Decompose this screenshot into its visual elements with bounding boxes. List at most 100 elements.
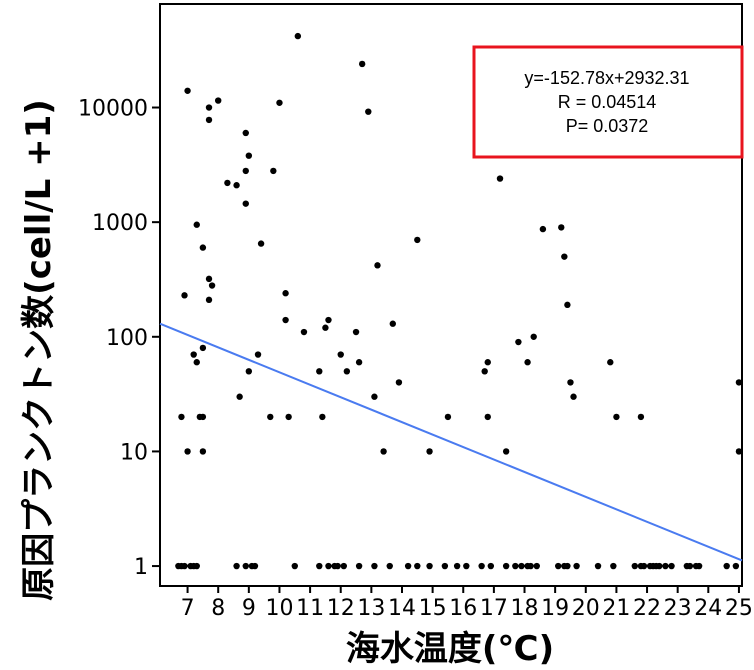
data-point: [558, 224, 565, 231]
data-point: [199, 448, 207, 455]
x-tick-label: 21: [602, 596, 630, 621]
data-point: [340, 562, 347, 570]
regression-r-value: R = 0.04514: [558, 92, 657, 112]
data-point: [208, 282, 216, 289]
data-point: [668, 562, 675, 570]
data-point: [193, 359, 200, 366]
data-point: [267, 413, 274, 421]
y-tick-label: 1: [134, 555, 148, 580]
data-point: [294, 32, 302, 40]
data-point: [386, 562, 393, 570]
data-point: [242, 562, 249, 570]
x-tick-label: 20: [572, 596, 600, 621]
data-point: [481, 368, 488, 375]
data-point: [245, 368, 253, 375]
data-point: [365, 108, 372, 115]
data-point: [371, 393, 378, 400]
data-point: [215, 97, 222, 104]
data-point: [199, 244, 207, 251]
x-tick-label: 19: [541, 596, 569, 621]
data-point: [441, 562, 449, 570]
data-point: [389, 320, 396, 327]
data-point: [735, 448, 743, 455]
data-point: [199, 344, 207, 352]
data-point: [414, 236, 421, 244]
x-tick-label: 17: [480, 596, 508, 621]
y-axis-title: 原因プランクトン数(cell/L +1): [19, 99, 59, 601]
data-point: [695, 562, 703, 570]
data-point: [193, 221, 200, 228]
data-point: [484, 359, 491, 366]
data-point: [254, 351, 262, 358]
data-point: [656, 562, 663, 570]
data-point: [282, 290, 289, 297]
data-point: [325, 562, 332, 570]
data-point: [316, 562, 323, 570]
x-tick-label: 10: [265, 596, 293, 621]
data-point: [358, 60, 366, 68]
data-point: [414, 562, 421, 570]
y-tick-label: 10: [120, 440, 148, 465]
data-point: [352, 328, 360, 336]
plot-frame: [159, 3, 743, 587]
data-point: [178, 413, 185, 421]
data-point: [205, 296, 213, 304]
x-tick-label: 7: [181, 596, 195, 621]
x-tick-label: 11: [296, 596, 324, 621]
data-point: [478, 562, 485, 570]
x-tick-label: 16: [449, 596, 477, 621]
data-point: [637, 413, 645, 421]
data-point: [233, 182, 240, 189]
data-point: [515, 338, 522, 346]
data-point: [355, 359, 363, 366]
data-point: [453, 562, 461, 570]
data-point: [530, 333, 537, 340]
data-point: [640, 562, 648, 570]
data-point: [444, 413, 452, 421]
data-point: [496, 175, 504, 182]
data-point: [395, 379, 403, 386]
data-point: [337, 351, 344, 358]
data-point: [607, 359, 614, 366]
data-point: [426, 448, 433, 455]
data-point: [564, 301, 571, 309]
data-point: [242, 200, 249, 207]
x-tick-label: 13: [357, 596, 385, 621]
data-point: [319, 413, 326, 421]
y-tick-label: 1000: [92, 211, 148, 236]
data-point: [380, 448, 387, 455]
data-point: [567, 379, 574, 386]
y-tick-label: 100: [106, 326, 148, 351]
data-point: [242, 167, 249, 175]
data-point: [193, 562, 200, 570]
x-axis: 7 8 9 10 11 12 13 14 15 16 17 18 19 20 21 22 23 24 25: [181, 586, 753, 621]
x-tick-label: 9: [242, 596, 256, 621]
data-point: [190, 351, 197, 358]
data-point: [322, 324, 329, 331]
data-point: [484, 413, 491, 421]
data-point: [533, 562, 540, 570]
data-point: [316, 368, 323, 375]
data-point: [236, 393, 243, 400]
data-point: [242, 129, 249, 137]
data-point: [199, 413, 207, 421]
regression-annotation-box: [472, 45, 744, 159]
regression-equation: y=-152.78x+2932.31: [524, 68, 689, 88]
data-point: [512, 562, 519, 570]
data-point: [573, 562, 580, 570]
data-point: [181, 562, 188, 570]
data-points: [175, 32, 743, 570]
data-point: [555, 562, 562, 570]
x-tick-label: 12: [327, 596, 355, 621]
data-point: [404, 562, 412, 570]
x-tick-label: 23: [664, 596, 692, 621]
data-point: [539, 225, 547, 233]
data-point: [374, 262, 381, 269]
data-point: [184, 448, 191, 455]
regression-p-value: P= 0.0372: [566, 116, 649, 136]
data-point: [282, 316, 289, 324]
data-point: [245, 152, 253, 159]
data-point: [487, 562, 495, 570]
data-point: [662, 562, 669, 570]
data-point: [732, 562, 740, 570]
